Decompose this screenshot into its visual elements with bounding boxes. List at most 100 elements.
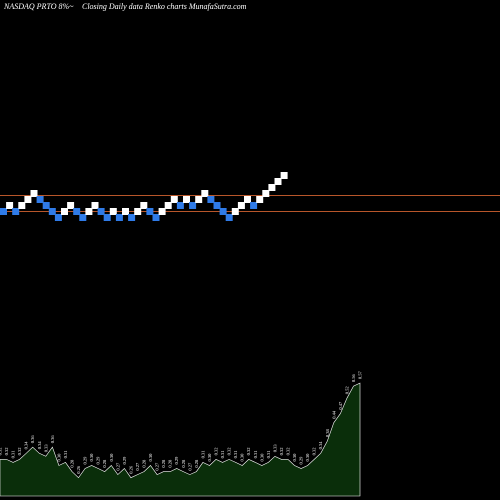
volume-value-label: 0.28 (102, 459, 107, 468)
volume-value-label: 0.27 (155, 462, 160, 471)
volume-value-label: 0.57 (358, 370, 363, 379)
renko-brick (231, 208, 239, 215)
volume-value-label: 0.31 (233, 451, 238, 459)
renko-brick (128, 214, 136, 221)
renko-brick (30, 190, 38, 197)
renko-brick (268, 184, 276, 191)
volume-value-label: 0.28 (168, 459, 173, 468)
volume-value-label: 0.32 (312, 448, 317, 456)
volume-value-label: 0.32 (279, 448, 284, 456)
volume-value-label: 0.32 (214, 448, 219, 456)
renko-brick (134, 208, 142, 215)
renko-brick (189, 202, 197, 209)
volume-value-label: 0.29 (299, 456, 304, 465)
renko-brick (201, 190, 209, 197)
volume-value-label: 0.30 (56, 453, 61, 462)
renko-brick (73, 208, 81, 215)
volume-area (0, 382, 361, 497)
volume-value-label: 0.34 (37, 441, 42, 450)
volume-value-label: 0.31 (200, 451, 205, 459)
renko-brick (91, 202, 99, 209)
volume-value-label: 0.29 (174, 456, 179, 465)
volume-value-label: 0.28 (70, 459, 75, 468)
renko-brick (12, 208, 20, 215)
volume-value-label: 0.30 (148, 453, 153, 462)
volume-value-label: 0.26 (128, 465, 133, 474)
renko-brick (140, 202, 148, 209)
volume-value-label: 0.30 (259, 453, 264, 462)
renko-brick (48, 208, 56, 215)
renko-brick (18, 202, 26, 209)
volume-value-label: 0.29 (122, 456, 127, 465)
volume-value-label: 0.32 (246, 448, 251, 456)
renko-brick (79, 214, 87, 221)
renko-brick (250, 202, 258, 209)
volume-value-label: 0.31 (266, 451, 271, 459)
volume-value-label: 0.31 (220, 451, 225, 459)
volume-value-label: 0.52 (344, 386, 349, 394)
volume-value-label: 0.29 (96, 456, 101, 465)
renko-brick (274, 178, 282, 185)
volume-value-label: 0.32 (17, 448, 22, 456)
volume-value-label: 0.28 (194, 459, 199, 468)
renko-brick (225, 214, 233, 221)
renko-brick (42, 202, 50, 209)
volume-value-label: 0.56 (351, 373, 356, 382)
volume-value-label: 0.30 (292, 453, 297, 462)
volume-value-label: 0.30 (207, 453, 212, 462)
volume-value-label: 0.36 (30, 435, 35, 444)
renko-brick (109, 208, 117, 215)
renko-brick (195, 196, 203, 203)
volume-value-label: 0.29 (83, 456, 88, 465)
chart-symbol-label: NASDAQ PRTO 8%~ (3, 2, 74, 11)
renko-brick (152, 214, 160, 221)
renko-brick (122, 208, 129, 215)
renko-brick (280, 172, 288, 179)
volume-value-label: 0.31 (11, 451, 16, 459)
renko-brick (244, 196, 251, 203)
renko-brick (256, 196, 264, 203)
renko-brick (54, 214, 62, 221)
volume-value-label: 0.34 (24, 441, 29, 450)
renko-brick (24, 196, 32, 203)
volume-value-label: 0.31 (253, 451, 258, 459)
volume-value-label: 0.28 (142, 459, 147, 468)
volume-value-label: 0.30 (305, 453, 310, 462)
renko-brick (237, 202, 245, 209)
renko-brick (67, 202, 75, 209)
volume-value-label: 0.47 (338, 401, 343, 410)
renko-brick (213, 202, 221, 209)
volume-value-label: 0.32 (227, 448, 232, 456)
renko-brick (146, 208, 154, 215)
renko-brick (61, 208, 68, 215)
renko-brick (183, 196, 190, 203)
renko-brick (158, 208, 166, 215)
volume-value-label: 0.38 (325, 428, 330, 437)
volume-value-label: 0.26 (76, 465, 81, 474)
renko-brick (0, 208, 7, 215)
volume-value-label: 0.31 (63, 451, 68, 459)
renko-brick (6, 202, 14, 209)
chart-header-title: Closing Daily data Renko charts MunafaSu… (82, 2, 247, 11)
volume-value-label: 0.44 (331, 410, 336, 419)
volume-value-label: 0.33 (272, 444, 277, 453)
volume-value-label: 0.33 (43, 444, 48, 453)
renko-brick (219, 208, 227, 215)
volume-value-label: 0.30 (240, 453, 245, 462)
volume-value-label: 0.32 (0, 448, 3, 456)
renko-brick (36, 196, 44, 203)
volume-value-label: 0.28 (181, 459, 186, 468)
volume-value-label: 0.30 (109, 453, 114, 462)
renko-brick (115, 214, 123, 221)
renko-bricks (0, 172, 288, 221)
volume-value-label: 0.27 (187, 462, 192, 471)
renko-brick (262, 190, 270, 197)
volume-value-label: 0.27 (135, 462, 140, 471)
renko-brick (207, 196, 215, 203)
renko-brick (97, 208, 105, 215)
volume-value-label: 0.27 (115, 462, 120, 471)
volume-value-label: 0.36 (50, 435, 55, 444)
volume-value-label: 0.30 (89, 453, 94, 462)
